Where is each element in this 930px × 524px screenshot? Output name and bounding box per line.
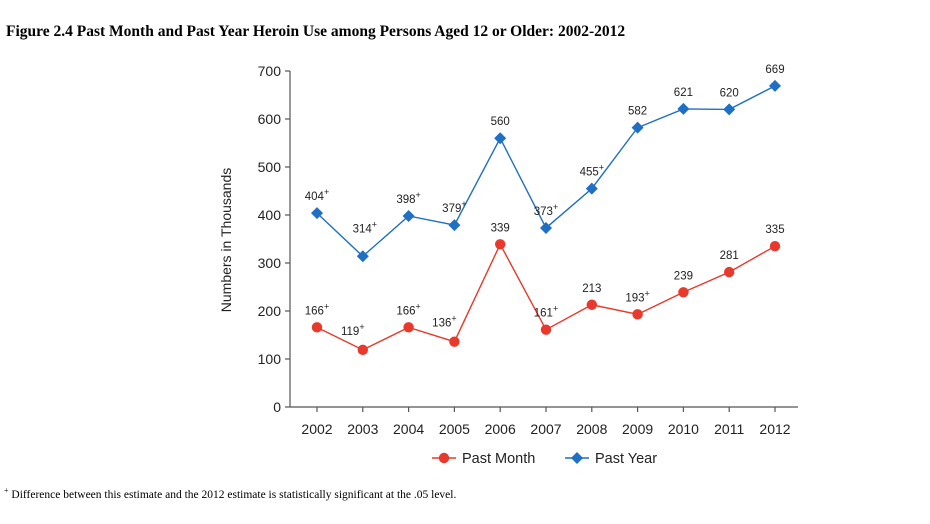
- legend-item-past-year: Past Year: [565, 451, 657, 467]
- footnote-marker: +: [4, 486, 9, 495]
- legend-label: Past Month: [462, 451, 535, 467]
- data-label: 239: [674, 270, 693, 282]
- data-point: [724, 266, 735, 278]
- legend-item-past-month: Past Month: [432, 451, 535, 467]
- data-point: [311, 207, 323, 220]
- legend-marker: [571, 452, 583, 464]
- data-label: 620: [720, 87, 739, 99]
- y-tick-label: 200: [258, 303, 282, 319]
- data-label: 404+: [305, 187, 329, 203]
- data-point: [585, 182, 598, 195]
- x-tick-label: 2011: [714, 421, 744, 437]
- x-tick-label: 2007: [530, 421, 561, 437]
- data-point: [311, 322, 323, 333]
- x-tick-label: 2005: [439, 421, 470, 437]
- data-point: [356, 250, 369, 263]
- data-point: [403, 322, 414, 333]
- legend: Past Month Past Year: [432, 451, 657, 467]
- data-label: 213: [582, 283, 601, 295]
- x-tick-label: 2009: [622, 421, 653, 437]
- x-tick-label: 2004: [393, 421, 424, 437]
- data-label: 166+: [305, 301, 329, 317]
- y-axis: 0 100 200 300 400 500 600 700: [258, 63, 291, 415]
- data-label: 119+: [341, 322, 365, 338]
- data-point: [494, 132, 507, 145]
- data-point: [540, 324, 552, 335]
- x-tick-label: 2012: [759, 421, 790, 437]
- series-past-year: 404+ 314+ 398+ 379+ 560 373+ 455+ 582 621 620 669: [305, 64, 785, 263]
- data-label: 161+: [534, 304, 558, 320]
- data-point: [632, 309, 643, 320]
- y-tick-label: 400: [258, 207, 282, 223]
- data-point: [402, 209, 415, 222]
- data-point: [586, 299, 597, 310]
- data-label: 193+: [625, 288, 649, 304]
- data-label: 455+: [580, 163, 604, 179]
- data-point: [678, 287, 689, 298]
- y-axis-label: Numbers in Thousands: [218, 168, 234, 312]
- data-label: 373+: [534, 202, 558, 218]
- data-label: 669: [765, 64, 784, 76]
- data-point: [357, 344, 368, 356]
- data-label: 281: [720, 250, 739, 262]
- x-tick-label: 2002: [301, 421, 332, 437]
- y-tick-label: 500: [258, 159, 282, 175]
- legend-marker: [438, 452, 450, 464]
- series-past-month: 166+ 119+ 166+ 136+ 339 161+ 213 193+ 239 281 335: [305, 222, 785, 356]
- data-point: [631, 121, 644, 134]
- data-point: [449, 336, 460, 347]
- y-tick-label: 0: [273, 399, 281, 415]
- data-label: 398+: [396, 190, 420, 206]
- y-tick-label: 100: [258, 351, 282, 367]
- data-label: 136+: [432, 314, 456, 330]
- data-point: [448, 219, 461, 232]
- x-tick-label: 2008: [576, 421, 607, 437]
- data-point: [769, 241, 781, 252]
- data-point: [723, 103, 736, 116]
- x-tick-label: 2006: [485, 421, 516, 437]
- data-point: [677, 102, 690, 115]
- y-tick-label: 300: [258, 255, 282, 271]
- data-label: 560: [491, 116, 510, 128]
- data-label: 339: [491, 222, 510, 234]
- x-axis: 2002 2003 2004 2005 2006 2007 2008 2009 2010 2011…: [290, 406, 798, 437]
- x-tick-label: 2003: [347, 421, 378, 437]
- footnote: + Difference between this estimate and t…: [4, 486, 456, 501]
- data-label: 335: [765, 224, 784, 236]
- series-layer: 166+119+166+136+339161+213193+2392813354…: [305, 64, 785, 356]
- y-tick-label: 600: [258, 111, 282, 127]
- y-tick-label: 700: [258, 63, 282, 79]
- data-label: 582: [628, 106, 647, 118]
- chart-title: Figure 2.4 Past Month and Past Year Hero…: [6, 23, 626, 40]
- footnote-text: Difference between this estimate and the…: [11, 488, 457, 501]
- data-point: [540, 221, 552, 234]
- data-label: 621: [674, 87, 693, 99]
- data-point: [769, 79, 781, 92]
- data-label: 314+: [353, 219, 377, 235]
- legend-label: Past Year: [595, 451, 657, 467]
- data-label: 166+: [396, 301, 420, 317]
- data-label: 379+: [442, 199, 466, 215]
- x-tick-label: 2010: [668, 421, 699, 437]
- data-point: [495, 239, 506, 250]
